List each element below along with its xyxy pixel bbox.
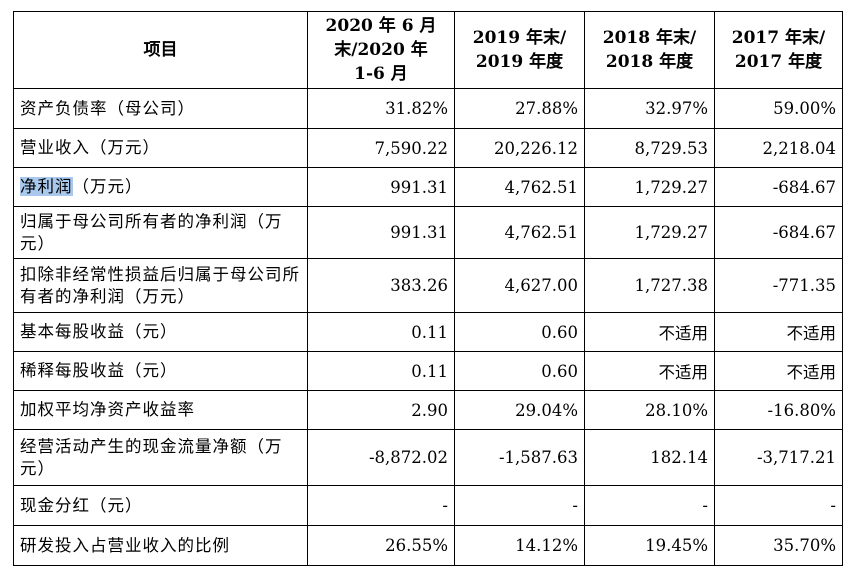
row-label: 资产负债率（母公司） [13,88,308,129]
cell-2019: 14.12% [454,525,585,566]
cell-2020h1: - [307,485,455,526]
row-label-suffix: （万元） [72,177,143,196]
table-row: 资产负债率（母公司） 31.82% 27.88% 32.97% 59.00% [13,88,843,129]
table-row: 营业收入（万元） 7,590.22 20,226.12 8,729.53 2,2… [13,128,843,168]
header-2020h1: 2020 年 6 月 末/2020 年 1-6 月 [307,11,455,89]
cell-2019: 0.60 [454,312,585,352]
table-row: 基本每股收益（元） 0.11 0.60 不适用 不适用 [13,312,843,352]
row-label: 扣除非经常性损益后归属于母公司所有者的净利润（万元） [13,258,308,313]
table-row: 经营活动产生的现金流量净额（万元） -8,872.02 -1,587.63 18… [13,429,843,486]
table-row: 研发投入占营业收入的比例 26.55% 14.12% 19.45% 35.70% [13,525,843,566]
cell-2017: -684.67 [714,206,843,259]
header-2020h1-line2: 末/2020 年 [334,40,428,60]
cell-2019: -1,587.63 [454,429,585,486]
cell-2020h1: 0.11 [307,312,455,352]
cell-2020h1: 2.90 [307,390,455,430]
cell-2017: 不适用 [714,351,843,391]
header-item-text: 项目 [143,40,178,60]
cell-2019: 4,627.00 [454,258,585,313]
cell-2018: 1,727.38 [584,258,715,313]
row-label: 现金分红（元） [13,485,308,526]
table-row: 加权平均净资产收益率 2.90 29.04% 28.10% -16.80% [13,390,843,430]
cell-2018: 8,729.53 [584,128,715,168]
cell-2020h1: 26.55% [307,525,455,566]
header-2018: 2018 年末/ 2018 年度 [584,11,715,89]
cell-2019: - [454,485,585,526]
header-item: 项目 [13,11,308,89]
row-label: 稀释每股收益（元） [13,351,308,391]
financial-indicators-table: 项目 2020 年 6 月 末/2020 年 1-6 月 2019 年末/ 20… [13,11,843,566]
cell-2017: - [714,485,843,526]
cell-2019: 0.60 [454,351,585,391]
cell-2020h1: 31.82% [307,88,455,129]
cell-2017: -16.80% [714,390,843,430]
cell-2017: 2,218.04 [714,128,843,168]
cell-2017: 59.00% [714,88,843,129]
row-label: 研发投入占营业收入的比例 [13,525,308,566]
cell-2017: -771.35 [714,258,843,313]
table-row: 净利润（万元） 991.31 4,762.51 1,729.27 -684.67 [13,167,843,207]
cell-2018: 182.14 [584,429,715,486]
header-2020h1-line1: 2020 年 6 月 [325,16,437,36]
cell-2020h1: 0.11 [307,351,455,391]
cell-2018: 19.45% [584,525,715,566]
header-2017-line2: 2017 年度 [734,52,823,72]
cell-2017: 不适用 [714,312,843,352]
cell-2019: 20,226.12 [454,128,585,168]
cell-2017: -3,717.21 [714,429,843,486]
row-label: 归属于母公司所有者的净利润（万元） [13,206,308,259]
cell-2020h1: 991.31 [307,206,455,259]
header-row: 项目 2020 年 6 月 末/2020 年 1-6 月 2019 年末/ 20… [13,11,843,89]
header-2019-line2: 2019 年度 [475,52,564,72]
cell-2020h1: 383.26 [307,258,455,313]
row-label: 基本每股收益（元） [13,312,308,352]
cell-2019: 4,762.51 [454,206,585,259]
row-label: 经营活动产生的现金流量净额（万元） [13,429,308,486]
header-2019-line1: 2019 年末/ [472,28,567,48]
cell-2018: 32.97% [584,88,715,129]
header-2017-line1: 2017 年末/ [731,28,826,48]
table-row: 稀释每股收益（元） 0.11 0.60 不适用 不适用 [13,351,843,391]
cell-2020h1: -8,872.02 [307,429,455,486]
cell-2018: - [584,485,715,526]
cell-2018: 不适用 [584,312,715,352]
cell-2018: 1,729.27 [584,206,715,259]
cell-2017: 35.70% [714,525,843,566]
table-row: 归属于母公司所有者的净利润（万元） 991.31 4,762.51 1,729.… [13,206,843,259]
row-label: 净利润（万元） [13,167,308,207]
cell-2018: 28.10% [584,390,715,430]
header-2019: 2019 年末/ 2019 年度 [454,11,585,89]
header-2017: 2017 年末/ 2017 年度 [714,11,843,89]
cell-2020h1: 7,590.22 [307,128,455,168]
row-label: 加权平均净资产收益率 [13,390,308,430]
cell-2019: 29.04% [454,390,585,430]
highlighted-text[interactable]: 净利润 [20,177,73,196]
cell-2019: 27.88% [454,88,585,129]
cell-2017: -684.67 [714,167,843,207]
table-row: 扣除非经常性损益后归属于母公司所有者的净利润（万元） 383.26 4,627.… [13,258,843,313]
header-2020h1-line3: 1-6 月 [354,64,408,84]
row-label: 营业收入（万元） [13,128,308,168]
header-2018-line1: 2018 年末/ [602,28,697,48]
header-2018-line2: 2018 年度 [605,52,694,72]
cell-2018: 1,729.27 [584,167,715,207]
table-row: 现金分红（元） - - - - [13,485,843,526]
cell-2019: 4,762.51 [454,167,585,207]
cell-2018: 不适用 [584,351,715,391]
cell-2020h1: 991.31 [307,167,455,207]
